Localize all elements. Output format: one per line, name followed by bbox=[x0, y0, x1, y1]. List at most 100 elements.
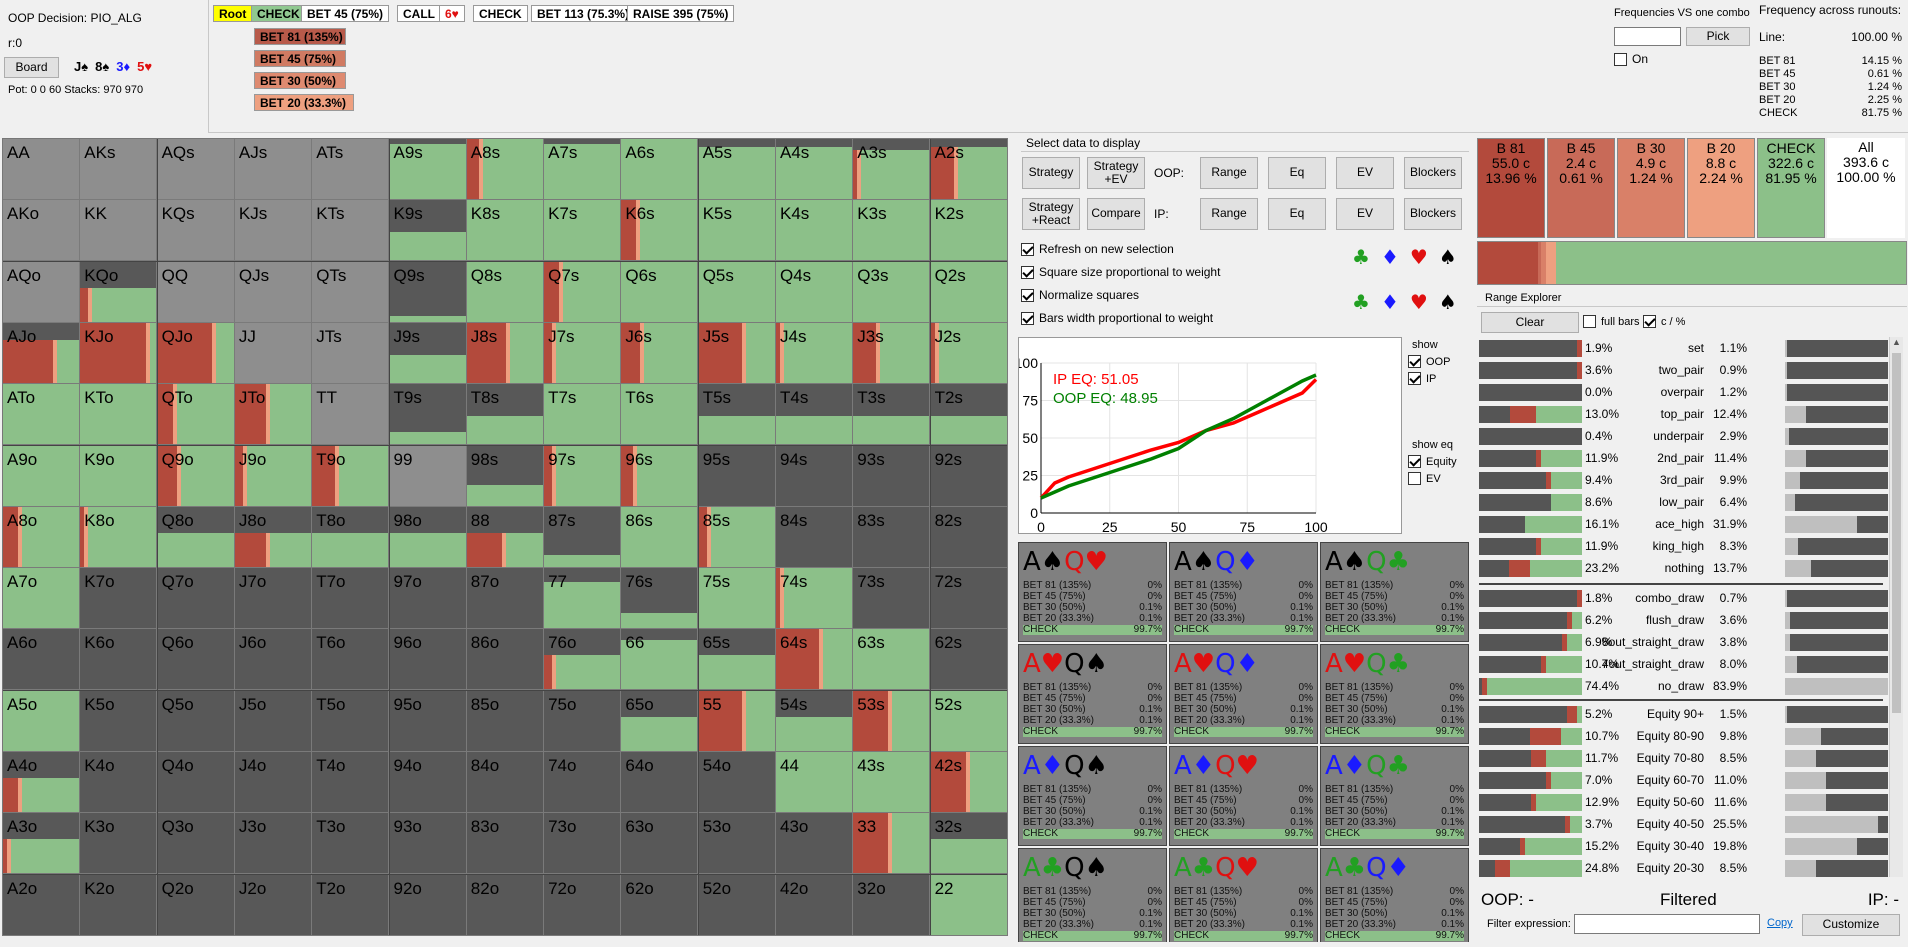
hand-cell[interactable]: A8o bbox=[3, 506, 80, 568]
hand-cell[interactable]: Q7o bbox=[157, 568, 235, 630]
square-size-checkbox[interactable]: Square size proportional to weight bbox=[1021, 265, 1220, 279]
hand-cell[interactable]: 94s bbox=[776, 445, 853, 507]
hand-cell[interactable]: 96o bbox=[389, 629, 467, 691]
copy-link[interactable]: Copy bbox=[1767, 917, 1793, 929]
range-explorer-row[interactable]: 16.1% ace_high 31.9% bbox=[1479, 514, 1888, 534]
hand-cell[interactable]: J7o bbox=[234, 568, 312, 630]
bars-width-checkbox[interactable]: Bars width proportional to weight bbox=[1021, 311, 1213, 325]
hand-cell[interactable]: 32s bbox=[930, 813, 1008, 875]
range-explorer-row[interactable]: 1.8% combo_draw 0.7% bbox=[1479, 588, 1888, 608]
tree-node[interactable]: Root bbox=[213, 5, 253, 22]
range-explorer-row[interactable]: 0.4% underpair 2.9% bbox=[1479, 426, 1888, 446]
hand-cell[interactable]: 65s bbox=[698, 629, 776, 691]
hand-cell[interactable]: 93o bbox=[389, 813, 467, 875]
hand-cell[interactable]: 95o bbox=[389, 690, 467, 752]
oop-blockers-button[interactable]: Blockers bbox=[1404, 157, 1462, 189]
range-explorer-row[interactable]: 74.4% no_draw 83.9% bbox=[1479, 676, 1888, 696]
show-ev-checkbox[interactable]: EV bbox=[1408, 472, 1441, 485]
hand-cell[interactable]: 54s bbox=[776, 690, 853, 752]
tree-action[interactable]: BET 81 (135%) bbox=[254, 28, 346, 45]
hand-cell[interactable]: 86s bbox=[621, 506, 699, 568]
hand-cell[interactable]: 99 bbox=[389, 445, 467, 507]
hand-cell[interactable]: ATo bbox=[3, 384, 80, 446]
hand-cell[interactable]: 64s bbox=[776, 629, 853, 691]
suit-filter-icon[interactable]: ♥ bbox=[1409, 290, 1428, 314]
range-explorer-row[interactable]: 11.9% king_high 8.3% bbox=[1479, 536, 1888, 556]
refresh-checkbox[interactable]: Refresh on new selection bbox=[1021, 242, 1174, 256]
normalize-checkbox[interactable]: Normalize squares bbox=[1021, 288, 1139, 302]
hand-cell[interactable]: 32o bbox=[853, 874, 931, 936]
hand-cell[interactable]: KJs bbox=[234, 200, 312, 262]
hand-cell[interactable]: T4s bbox=[776, 384, 853, 446]
tree-node[interactable]: 6♥ bbox=[439, 5, 465, 22]
hand-cell[interactable]: T6s bbox=[621, 384, 699, 446]
hand-cell[interactable]: JTs bbox=[312, 322, 390, 384]
range-explorer-row[interactable]: 10.7% Equity 80-90 9.8% bbox=[1479, 726, 1888, 746]
hand-cell[interactable]: 87s bbox=[544, 506, 622, 568]
combo-card[interactable]: A♣Q♦ BET 81 (135%) 0% BET 45 (75%) 0% BET 30 … bbox=[1320, 848, 1469, 942]
hand-cell[interactable]: 53s bbox=[853, 690, 931, 752]
hand-cell[interactable]: A9o bbox=[3, 445, 80, 507]
hand-cell[interactable]: Q6s bbox=[621, 261, 699, 323]
hand-cell[interactable]: KK bbox=[80, 200, 158, 262]
hand-cell[interactable]: 74s bbox=[776, 568, 853, 630]
oop-ev-button[interactable]: EV bbox=[1336, 157, 1394, 189]
hand-cell[interactable]: Q8o bbox=[157, 506, 235, 568]
hand-cell[interactable]: 83s bbox=[853, 506, 931, 568]
hand-cell[interactable]: T3s bbox=[853, 384, 931, 446]
strategy-summary-col[interactable]: All 393.6 c 100.00 % bbox=[1827, 138, 1905, 238]
hand-cell[interactable]: 63s bbox=[853, 629, 931, 691]
hand-cell[interactable]: J9o bbox=[234, 445, 312, 507]
hand-cell[interactable]: 74o bbox=[544, 752, 622, 813]
suit-filter-icon[interactable]: ♠ bbox=[1438, 290, 1457, 314]
hand-cell[interactable]: 22 bbox=[930, 874, 1008, 936]
combo-card[interactable]: A♥Q♠ BET 81 (135%) 0% BET 45 (75%) 0% BET 30 … bbox=[1018, 644, 1167, 744]
hand-cell[interactable]: T9s bbox=[389, 384, 467, 446]
hand-cell[interactable]: J3o bbox=[234, 813, 312, 875]
hand-cell[interactable]: A5s bbox=[698, 139, 776, 200]
hand-cell[interactable]: 52o bbox=[698, 874, 776, 936]
hand-cell[interactable]: 75o bbox=[544, 690, 622, 752]
hand-cell[interactable]: AA bbox=[3, 139, 80, 200]
hand-cell[interactable]: K2s bbox=[930, 200, 1008, 262]
hand-cell[interactable]: T7o bbox=[312, 568, 390, 630]
hand-cell[interactable]: J6o bbox=[234, 629, 312, 691]
hand-cell[interactable]: A2o bbox=[3, 874, 80, 936]
hand-cell[interactable]: KQs bbox=[157, 200, 235, 262]
hand-cell[interactable]: 43s bbox=[853, 752, 931, 813]
hand-cell[interactable]: 62o bbox=[621, 874, 699, 936]
hand-cell[interactable]: T7s bbox=[544, 384, 622, 446]
clear-button[interactable]: Clear bbox=[1481, 312, 1579, 333]
strategy-summary-col[interactable]: B 20 8.8 c 2.24 % bbox=[1687, 138, 1755, 238]
show-ip-checkbox[interactable]: IP bbox=[1408, 372, 1436, 385]
hand-cell[interactable]: K9s bbox=[389, 200, 467, 262]
ip-eq-button[interactable]: Eq bbox=[1268, 198, 1326, 230]
range-explorer-row[interactable]: 11.9% 2nd_pair 11.4% bbox=[1479, 448, 1888, 468]
hand-cell[interactable]: TT bbox=[312, 384, 390, 446]
hand-cell[interactable]: T8o bbox=[312, 506, 390, 568]
hand-cell[interactable]: 84s bbox=[776, 506, 853, 568]
hand-cell[interactable]: 87o bbox=[466, 568, 544, 630]
suit-filter-icon[interactable]: ♠ bbox=[1438, 245, 1457, 269]
hand-cell[interactable]: J2s bbox=[930, 322, 1008, 384]
hand-cell[interactable]: K8s bbox=[466, 200, 544, 262]
hand-cell[interactable]: QJo bbox=[157, 322, 235, 384]
tree-node[interactable]: BET 45 (75%) bbox=[301, 5, 390, 22]
hand-cell[interactable]: K5o bbox=[80, 690, 158, 752]
hand-cell[interactable]: Q3o bbox=[157, 813, 235, 875]
hand-cell[interactable]: Q9o bbox=[157, 445, 235, 507]
hand-cell[interactable]: 92s bbox=[930, 445, 1008, 507]
tree-action[interactable]: BET 45 (75%) bbox=[254, 50, 346, 67]
hand-cell[interactable]: J8s bbox=[466, 322, 544, 384]
hand-cell[interactable]: KTo bbox=[80, 384, 158, 446]
hand-cell[interactable]: 76s bbox=[621, 568, 699, 630]
hand-cell[interactable]: 88 bbox=[466, 506, 544, 568]
range-explorer-row[interactable]: 9.4% 3rd_pair 9.9% bbox=[1479, 470, 1888, 490]
tree-node[interactable]: RAISE 395 (75%) bbox=[627, 5, 735, 22]
range-explorer-row[interactable]: 12.9% Equity 50-60 11.6% bbox=[1479, 792, 1888, 812]
range-explorer-row[interactable]: 3.7% Equity 40-50 25.5% bbox=[1479, 814, 1888, 834]
hand-cell[interactable]: AKo bbox=[3, 200, 80, 262]
hand-cell[interactable]: 72s bbox=[930, 568, 1008, 630]
hand-cell[interactable]: A7s bbox=[544, 139, 622, 200]
combo-card[interactable]: A♠Q♣ BET 81 (135%) 0% BET 45 (75%) 0% BET 30 … bbox=[1320, 542, 1469, 642]
